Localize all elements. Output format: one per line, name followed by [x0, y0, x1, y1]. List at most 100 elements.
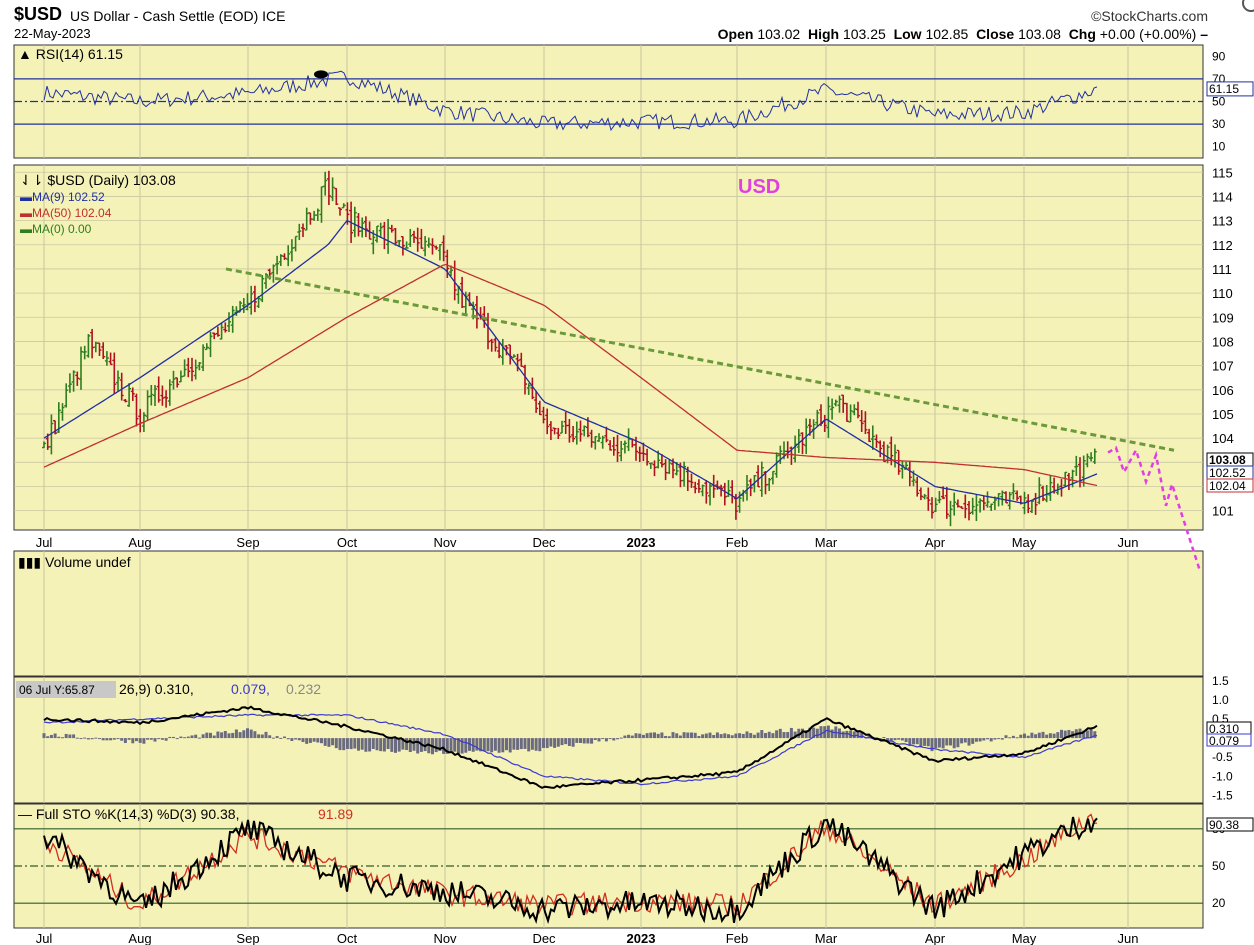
- ma50-line: [43, 263, 1098, 487]
- macd-histogram-bar: [856, 731, 860, 739]
- macd-histogram-bar: [608, 738, 612, 740]
- macd-histogram-bar: [131, 738, 135, 744]
- chart-title: USD: [738, 176, 780, 198]
- settings-corner-icon[interactable]: [1242, 0, 1254, 12]
- macd-histogram-bar: [545, 738, 549, 749]
- macd-histogram-bar: [801, 728, 804, 739]
- macd-histogram-bar: [94, 737, 98, 739]
- macd-histogram-bar: [1041, 731, 1045, 739]
- macd-histogram-bar: [923, 738, 927, 746]
- macd-histogram-bar: [893, 738, 897, 741]
- macd-histogram-bar: [194, 734, 198, 739]
- macd-histogram-bar: [630, 735, 634, 739]
- rsi-tick-label: 30: [1212, 117, 1226, 131]
- macd-histogram-bar: [175, 738, 179, 740]
- macd-histogram-bar: [464, 738, 468, 753]
- macd-histogram-bar: [904, 738, 908, 743]
- x-tick-label: Mar: [815, 535, 838, 550]
- macd-value-tag: [1206, 733, 1252, 747]
- macd-histogram-bar: [575, 738, 579, 743]
- macd-histogram-bar: [345, 738, 349, 749]
- rsi-tick-label: 50: [1212, 95, 1226, 109]
- macd-histogram-bar: [867, 735, 871, 739]
- x-tick-label: Sep: [236, 535, 259, 550]
- macd-histogram-bar: [442, 738, 446, 754]
- price-tick-label: 108: [1212, 334, 1234, 349]
- macd-histogram-bar: [653, 732, 656, 739]
- macd-histogram-bar: [308, 738, 312, 743]
- macd-histogram-bar: [201, 734, 205, 739]
- macd-histogram-bar: [915, 738, 919, 745]
- macd-histogram-bar: [701, 734, 705, 739]
- macd-histogram-bar: [682, 732, 686, 739]
- price-legend-item: ⇃⇂ $USD (Daily) 103.08: [20, 172, 176, 188]
- macd-histogram-bar: [327, 738, 331, 747]
- macd-histogram-bar: [360, 738, 364, 750]
- macd-histogram-bar: [297, 738, 301, 741]
- macd-histogram-bar: [445, 738, 449, 754]
- macd-histogram-bar: [719, 734, 723, 739]
- macd-histogram-bar: [42, 733, 46, 739]
- macd-histogram-bar: [172, 736, 175, 739]
- price-legend-item: ▬MA(0) 0.00: [20, 222, 92, 236]
- macd-histogram-bar: [57, 736, 61, 739]
- macd-histogram-bar: [53, 733, 57, 739]
- macd-histogram-bar: [971, 738, 975, 744]
- macd-histogram-bar: [604, 738, 608, 742]
- macd-histogram-bar: [664, 735, 668, 739]
- macd-histogram-bar: [401, 738, 405, 750]
- macd-histogram-bar: [634, 733, 638, 739]
- macd-histogram-bar: [382, 738, 386, 752]
- macd-histogram-bar: [168, 736, 172, 739]
- macd-histogram-bar: [601, 738, 605, 740]
- macd-histogram-bar: [986, 738, 989, 740]
- macd-histogram-bar: [275, 736, 279, 739]
- macd-histogram-bar: [142, 738, 146, 744]
- macd-histogram-bar: [1048, 733, 1052, 739]
- macd-histogram-bar: [882, 737, 886, 739]
- macd-histogram-bar: [900, 738, 904, 741]
- macd-line: [43, 705, 1098, 789]
- price-tick-label: 109: [1212, 310, 1234, 325]
- macd-histogram-bar: [597, 738, 601, 742]
- macd-histogram-bar: [364, 738, 368, 752]
- macd-histogram-bar: [775, 730, 779, 739]
- macd-histogram-bar: [1034, 734, 1038, 739]
- macd-histogram-bar: [212, 735, 216, 739]
- x-tick-label-bottom: Sep: [236, 931, 259, 945]
- macd-histogram-bar: [727, 734, 730, 739]
- macd-histogram-bar: [708, 732, 712, 739]
- macd-histogram-bar: [271, 737, 275, 739]
- price-tick-label: 111: [1212, 262, 1232, 277]
- x-tick-label: 2023: [627, 535, 656, 550]
- macd-histogram-bar: [157, 738, 161, 740]
- macd-histogram-bar: [49, 734, 53, 739]
- macd-histogram-bar: [135, 738, 138, 742]
- x-tick-label: May: [1012, 535, 1037, 550]
- x-tick-label-bottom: Dec: [532, 931, 556, 945]
- brand-logo[interactable]: ©StockCharts.com: [1091, 8, 1208, 24]
- macd-histogram-bar: [508, 738, 512, 753]
- macd-histogram-bar: [246, 728, 249, 739]
- macd-histogram-bar: [516, 738, 520, 750]
- macd-histogram-bar: [623, 735, 627, 739]
- macd-histogram-bar: [1085, 730, 1089, 739]
- macd-histogram-bar: [349, 738, 353, 750]
- close-value: 103.08: [1018, 26, 1061, 42]
- x-tick-label-bottom: Oct: [337, 931, 358, 945]
- vol-panel: [13, 550, 1204, 677]
- price-value-tag-text: 103.08: [1209, 453, 1246, 467]
- symbol-title: $USD: [14, 4, 63, 24]
- x-tick-label: Dec: [532, 535, 556, 550]
- macd-histogram-bar: [238, 732, 242, 739]
- macd-histogram-bar: [190, 735, 194, 739]
- macd-histogram-bar: [756, 732, 760, 739]
- x-tick-label-bottom: May: [1012, 931, 1037, 945]
- sto-legend-b: 91.89: [318, 806, 353, 822]
- macd-histogram-bar: [671, 732, 675, 739]
- macd-histogram-bar: [1037, 732, 1041, 739]
- macd-histogram-bar: [1011, 735, 1015, 739]
- macd-histogram-bar: [320, 738, 323, 744]
- projection-path: [1107, 445, 1202, 572]
